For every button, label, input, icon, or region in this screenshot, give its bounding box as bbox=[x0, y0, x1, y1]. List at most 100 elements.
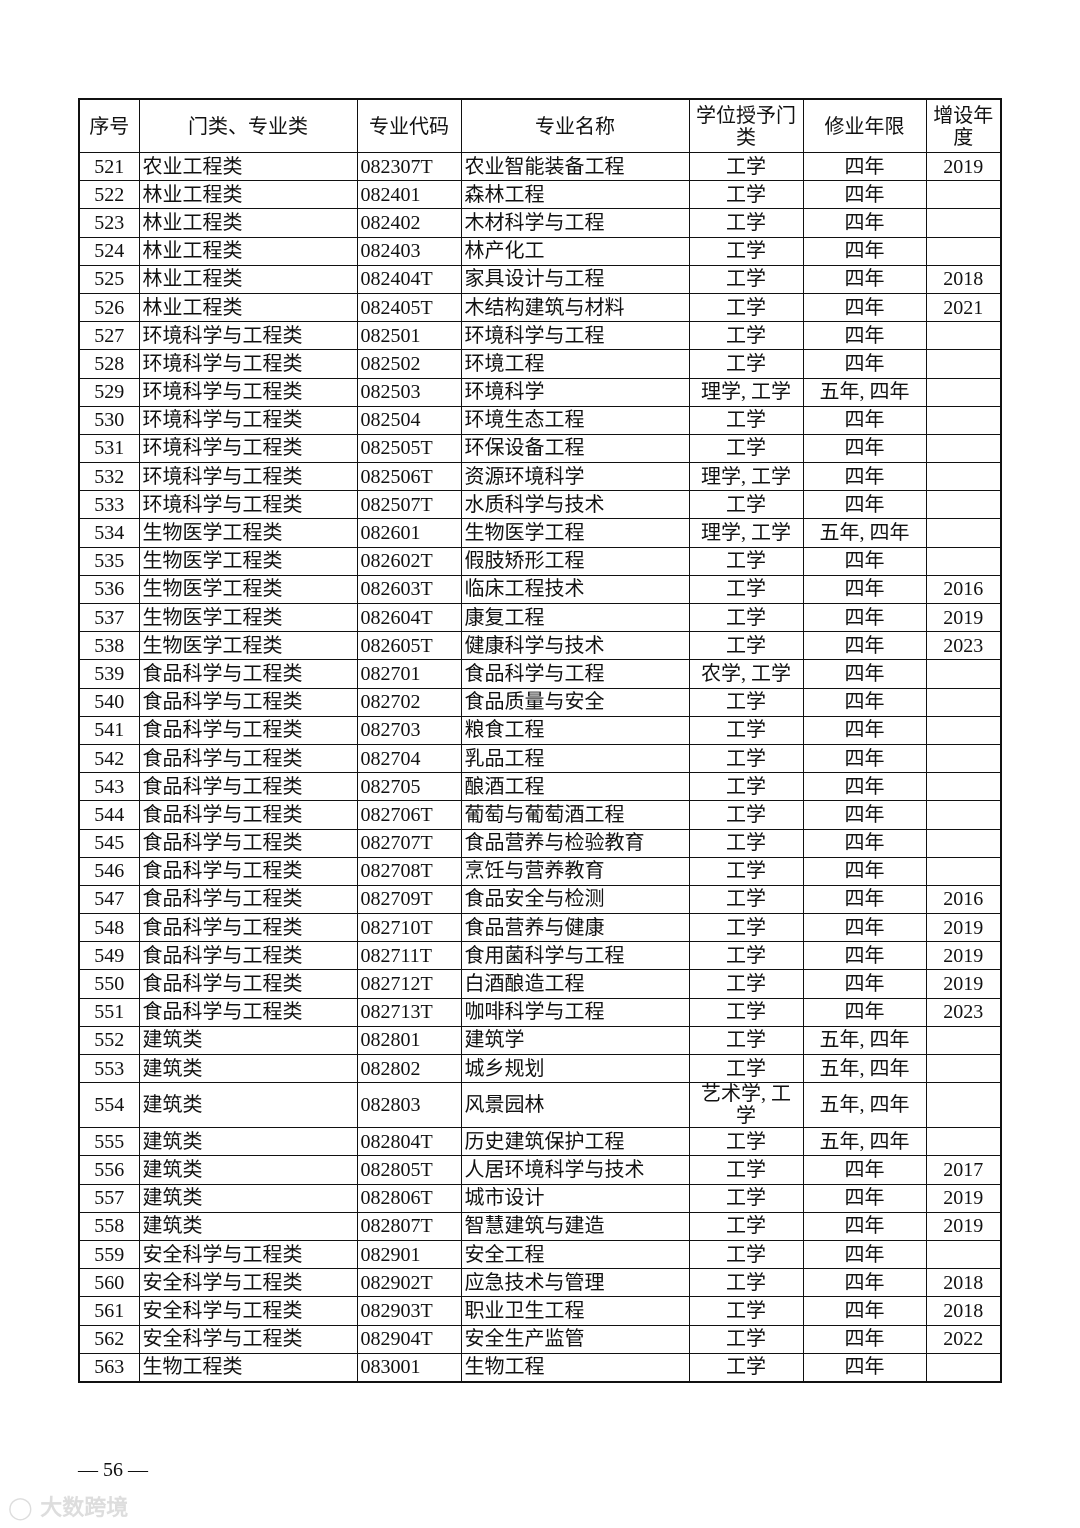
cell-category: 食品科学与工程类 bbox=[138, 687, 358, 717]
cell-duration: 四年 bbox=[802, 659, 927, 689]
cell-year: 2016 bbox=[925, 884, 1002, 915]
cell-duration: 五年, 四年 bbox=[802, 1082, 927, 1129]
cell-duration: 四年 bbox=[802, 715, 927, 745]
cell-code: 082702 bbox=[356, 687, 462, 717]
cell-degree: 农学, 工学 bbox=[688, 659, 804, 689]
cell-name: 假肢矫形工程 bbox=[460, 546, 690, 576]
cell-category: 食品科学与工程类 bbox=[138, 828, 358, 858]
cell-name: 生物工程 bbox=[460, 1352, 690, 1383]
cell-year bbox=[925, 180, 1002, 210]
cell-degree: 工学 bbox=[688, 884, 804, 915]
cell-code: 082507T bbox=[356, 490, 462, 520]
cell-duration: 四年 bbox=[802, 574, 927, 605]
cell-year: 2019 bbox=[925, 913, 1002, 943]
table-row: 527 环境科学与工程类 082501 环境科学与工程 工学 四年 bbox=[78, 321, 1002, 351]
cell-code: 082501 bbox=[356, 321, 462, 351]
table-row: 552 建筑类 082801 建筑学 工学 五年, 四年 bbox=[78, 1025, 1002, 1056]
cell-index: 523 bbox=[78, 208, 140, 238]
cell-category: 食品科学与工程类 bbox=[138, 659, 358, 689]
cell-year: 2021 bbox=[925, 292, 1002, 323]
cell-degree: 工学 bbox=[688, 1268, 804, 1298]
cell-index: 548 bbox=[78, 913, 140, 943]
cell-duration: 四年 bbox=[802, 631, 927, 661]
cell-category: 环境科学与工程类 bbox=[138, 349, 358, 379]
cell-index: 525 bbox=[78, 264, 140, 294]
cell-degree: 工学 bbox=[688, 1324, 804, 1354]
cell-code: 082712T bbox=[356, 969, 462, 999]
cell-code: 082502 bbox=[356, 349, 462, 379]
table-row: 534 生物医学工程类 082601 生物医学工程 理学, 工学 五年, 四年 bbox=[78, 518, 1002, 548]
cell-name: 环境科学 bbox=[460, 377, 690, 407]
cell-name: 食用菌科学与工程 bbox=[460, 941, 690, 971]
table-row: 526 林业工程类 082405T 木结构建筑与材料 工学 四年 2021 bbox=[78, 292, 1002, 323]
cell-index: 563 bbox=[78, 1352, 140, 1383]
cell-index: 528 bbox=[78, 349, 140, 379]
cell-duration: 四年 bbox=[802, 321, 927, 351]
cell-index: 560 bbox=[78, 1268, 140, 1298]
cell-year bbox=[925, 518, 1002, 548]
cell-name: 食品安全与检测 bbox=[460, 884, 690, 915]
cell-name: 健康科学与技术 bbox=[460, 631, 690, 661]
cell-year: 2019 bbox=[925, 941, 1002, 971]
table-row: 533 环境科学与工程类 082507T 水质科学与技术 工学 四年 bbox=[78, 490, 1002, 520]
cell-name: 木结构建筑与材料 bbox=[460, 292, 690, 323]
cell-category: 安全科学与工程类 bbox=[138, 1324, 358, 1354]
table-header-row: 序号 门类、专业类 专业代码 专业名称 学位授予门类 修业年限 增设年度 bbox=[78, 98, 1002, 153]
cell-category: 林业工程类 bbox=[138, 180, 358, 210]
cell-index: 542 bbox=[78, 743, 140, 774]
cell-category: 安全科学与工程类 bbox=[138, 1268, 358, 1298]
cell-degree: 工学 bbox=[688, 546, 804, 576]
table-row: 521 农业工程类 082307T 农业智能装备工程 工学 四年 2019 bbox=[78, 151, 1002, 182]
cell-index: 558 bbox=[78, 1211, 140, 1241]
cell-duration: 四年 bbox=[802, 462, 927, 492]
cell-code: 082806T bbox=[356, 1183, 462, 1213]
cell-name: 粮食工程 bbox=[460, 715, 690, 745]
cell-code: 082713T bbox=[356, 997, 462, 1027]
cell-name: 木材科学与工程 bbox=[460, 208, 690, 238]
table-row: 528 环境科学与工程类 082502 环境工程 工学 四年 bbox=[78, 349, 1002, 379]
cell-degree: 工学 bbox=[688, 321, 804, 351]
cell-degree: 工学 bbox=[688, 1025, 804, 1056]
cell-index: 556 bbox=[78, 1155, 140, 1185]
cell-category: 环境科学与工程类 bbox=[138, 377, 358, 407]
cell-name: 职业卫生工程 bbox=[460, 1296, 690, 1326]
cell-category: 生物医学工程类 bbox=[138, 518, 358, 548]
table-row: 546 食品科学与工程类 082708T 烹饪与营养教育 工学 四年 bbox=[78, 856, 1002, 886]
table-row: 556 建筑类 082805T 人居环境科学与技术 工学 四年 2017 bbox=[78, 1155, 1002, 1185]
cell-name: 食品质量与安全 bbox=[460, 687, 690, 717]
cell-degree: 工学 bbox=[688, 1239, 804, 1270]
table-row: 542 食品科学与工程类 082704 乳品工程 工学 四年 bbox=[78, 743, 1002, 774]
table-row: 530 环境科学与工程类 082504 环境生态工程 工学 四年 bbox=[78, 405, 1002, 435]
cell-degree: 工学 bbox=[688, 1127, 804, 1157]
cell-category: 食品科学与工程类 bbox=[138, 856, 358, 886]
cell-category: 生物工程类 bbox=[138, 1352, 358, 1383]
cell-code: 082804T bbox=[356, 1127, 462, 1157]
cell-code: 082503 bbox=[356, 377, 462, 407]
table-row: 535 生物医学工程类 082602T 假肢矫形工程 工学 四年 bbox=[78, 546, 1002, 576]
cell-index: 546 bbox=[78, 856, 140, 886]
header-category: 门类、专业类 bbox=[138, 98, 358, 153]
cell-name: 咖啡科学与工程 bbox=[460, 997, 690, 1027]
cell-code: 082801 bbox=[356, 1025, 462, 1056]
cell-year: 2023 bbox=[925, 631, 1002, 661]
cell-name: 临床工程技术 bbox=[460, 574, 690, 605]
cell-index: 549 bbox=[78, 941, 140, 971]
cell-category: 环境科学与工程类 bbox=[138, 462, 358, 492]
cell-index: 562 bbox=[78, 1324, 140, 1354]
cell-index: 538 bbox=[78, 631, 140, 661]
cell-name: 人居环境科学与技术 bbox=[460, 1155, 690, 1185]
cell-name: 资源环境科学 bbox=[460, 462, 690, 492]
cell-index: 543 bbox=[78, 772, 140, 802]
cell-duration: 四年 bbox=[802, 856, 927, 886]
cell-category: 建筑类 bbox=[138, 1183, 358, 1213]
cell-code: 082307T bbox=[356, 151, 462, 182]
cell-year bbox=[925, 1239, 1002, 1270]
table-row: 557 建筑类 082806T 城市设计 工学 四年 2019 bbox=[78, 1183, 1002, 1213]
cell-duration: 四年 bbox=[802, 969, 927, 999]
cell-degree: 工学 bbox=[688, 1183, 804, 1213]
cell-code: 082707T bbox=[356, 828, 462, 858]
cell-code: 082506T bbox=[356, 462, 462, 492]
cell-code: 082605T bbox=[356, 631, 462, 661]
table-row: 529 环境科学与工程类 082503 环境科学 理学, 工学 五年, 四年 bbox=[78, 377, 1002, 407]
cell-duration: 四年 bbox=[802, 1268, 927, 1298]
